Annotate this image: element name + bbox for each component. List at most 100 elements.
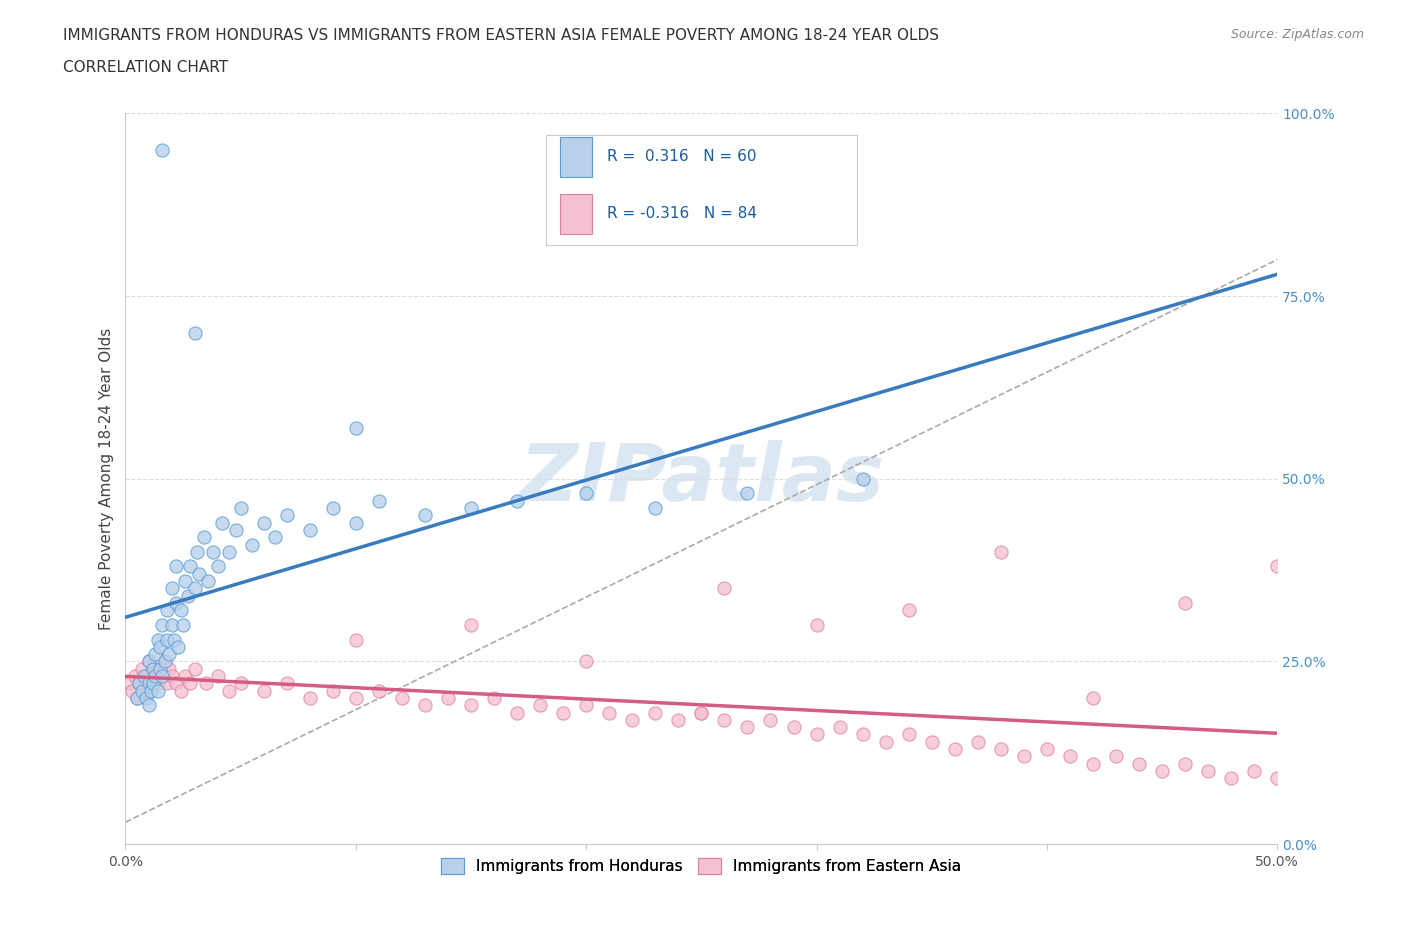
- Point: [644, 500, 666, 515]
- Legend: Immigrants from Honduras, Immigrants from Eastern Asia: Immigrants from Honduras, Immigrants fro…: [434, 852, 967, 881]
- Point: [1105, 749, 1128, 764]
- Point: [666, 712, 689, 727]
- Point: [183, 581, 205, 596]
- Point: [1036, 741, 1059, 756]
- Point: [1128, 756, 1150, 771]
- Point: [138, 654, 160, 669]
- Point: [211, 515, 233, 530]
- Point: [188, 566, 211, 581]
- Point: [391, 691, 413, 706]
- Point: [207, 669, 229, 684]
- Point: [298, 523, 321, 538]
- Point: [131, 684, 153, 698]
- Point: [218, 684, 240, 698]
- Point: [157, 661, 180, 676]
- Point: [1081, 691, 1104, 706]
- Point: [160, 618, 183, 632]
- Point: [150, 669, 173, 684]
- Point: [150, 669, 173, 684]
- Point: [344, 632, 367, 647]
- Point: [1265, 559, 1288, 574]
- Point: [157, 646, 180, 661]
- Point: [1197, 764, 1219, 778]
- Point: [806, 727, 828, 742]
- Point: [167, 640, 190, 655]
- Point: [413, 698, 436, 712]
- Text: CORRELATION CHART: CORRELATION CHART: [63, 60, 228, 75]
- Text: R = -0.316   N = 84: R = -0.316 N = 84: [607, 206, 756, 221]
- Point: [943, 741, 966, 756]
- Text: IMMIGRANTS FROM HONDURAS VS IMMIGRANTS FROM EASTERN ASIA FEMALE POVERTY AMONG 18: IMMIGRANTS FROM HONDURAS VS IMMIGRANTS F…: [63, 28, 939, 43]
- Point: [460, 618, 482, 632]
- Point: [759, 712, 782, 727]
- Point: [737, 720, 759, 735]
- Point: [195, 676, 218, 691]
- Point: [713, 581, 735, 596]
- Point: [153, 654, 176, 669]
- Point: [1152, 764, 1174, 778]
- Point: [875, 735, 897, 750]
- Point: [132, 669, 155, 684]
- Point: [176, 589, 198, 604]
- Text: R =  0.316   N = 60: R = 0.316 N = 60: [607, 150, 756, 165]
- Point: [852, 472, 875, 486]
- Point: [197, 574, 219, 589]
- Point: [146, 676, 169, 691]
- Point: [367, 684, 389, 698]
- Point: [142, 676, 165, 691]
- Point: [170, 603, 193, 618]
- Point: [806, 618, 828, 632]
- Point: [174, 574, 197, 589]
- Point: [644, 705, 666, 720]
- Point: [276, 676, 298, 691]
- FancyBboxPatch shape: [560, 193, 592, 234]
- Point: [174, 669, 197, 684]
- Point: [1174, 756, 1197, 771]
- Point: [149, 661, 172, 676]
- Point: [150, 142, 173, 157]
- Point: [146, 632, 169, 647]
- Point: [713, 712, 735, 727]
- Point: [621, 712, 644, 727]
- Point: [170, 684, 193, 698]
- Point: [437, 691, 460, 706]
- Point: [690, 705, 713, 720]
- Point: [1243, 764, 1265, 778]
- Point: [218, 544, 240, 559]
- Point: [852, 727, 875, 742]
- Point: [135, 691, 157, 706]
- Point: [165, 559, 187, 574]
- Point: [128, 676, 150, 691]
- Point: [207, 559, 229, 574]
- Point: [142, 661, 165, 676]
- Point: [153, 654, 176, 669]
- Point: [132, 684, 155, 698]
- Point: [183, 326, 205, 340]
- Point: [229, 676, 252, 691]
- Point: [575, 486, 598, 501]
- Point: [163, 632, 186, 647]
- Point: [264, 530, 287, 545]
- Point: [322, 500, 344, 515]
- FancyBboxPatch shape: [546, 136, 856, 245]
- Point: [322, 684, 344, 698]
- Point: [344, 515, 367, 530]
- Text: Source: ZipAtlas.com: Source: ZipAtlas.com: [1230, 28, 1364, 41]
- Point: [921, 735, 943, 750]
- Point: [139, 684, 162, 698]
- Point: [146, 684, 169, 698]
- Point: [253, 684, 276, 698]
- Point: [1265, 771, 1288, 786]
- Point: [138, 654, 160, 669]
- Point: [575, 654, 598, 669]
- Point: [145, 669, 167, 684]
- Point: [179, 676, 201, 691]
- Point: [1012, 749, 1035, 764]
- Point: [529, 698, 551, 712]
- Point: [506, 705, 529, 720]
- Point: [186, 544, 208, 559]
- Point: [165, 595, 187, 610]
- Point: [149, 640, 172, 655]
- Point: [782, 720, 804, 735]
- Point: [156, 676, 179, 691]
